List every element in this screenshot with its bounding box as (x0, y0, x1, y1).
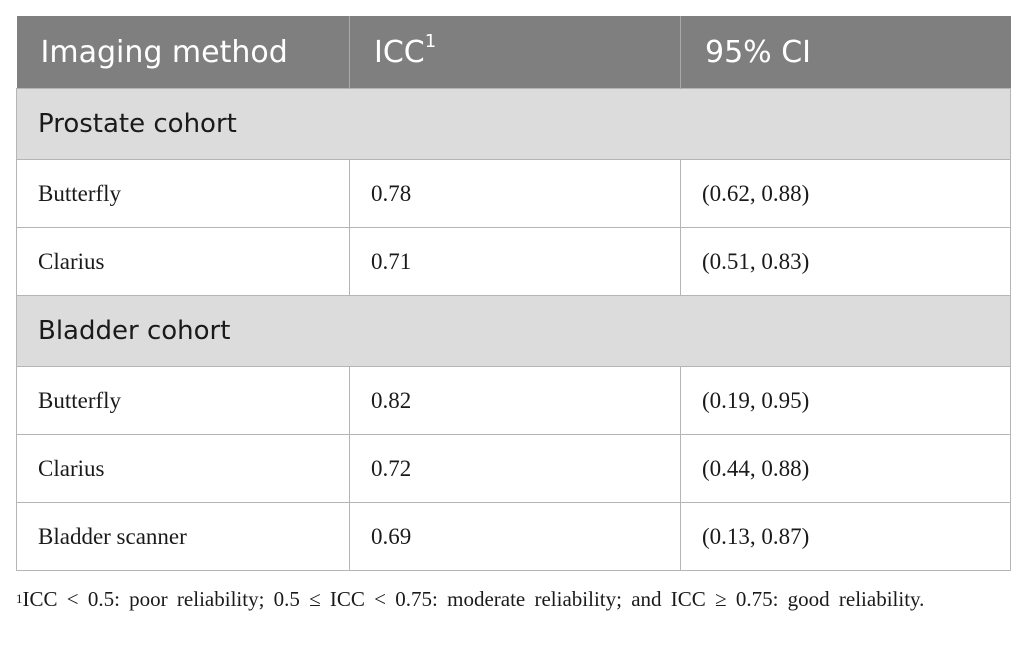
cell-ci: (0.13, 0.87) (680, 502, 1011, 571)
cell-ci: (0.51, 0.83) (680, 227, 1011, 296)
table-row: Butterfly 0.78 (0.62, 0.88) (16, 159, 1011, 228)
table-row: Clarius 0.72 (0.44, 0.88) (16, 434, 1011, 503)
group-title: Bladder cohort (16, 295, 1011, 367)
group-row-bladder: Bladder cohort (16, 295, 1011, 367)
icc-footnote-marker: 1 (424, 30, 437, 52)
cell-ci: (0.62, 0.88) (680, 159, 1011, 228)
table-header: Imaging method ICC1 95% CI (16, 16, 1011, 89)
group-title: Prostate cohort (16, 88, 1011, 160)
header-imaging-method: Imaging method (16, 16, 350, 89)
header-icc: ICC1 (349, 16, 681, 89)
results-table-container: Imaging method ICC1 95% CI Prostate coho… (16, 16, 1011, 571)
table-row: Clarius 0.71 (0.51, 0.83) (16, 227, 1011, 296)
cell-method: Butterfly (16, 159, 350, 228)
group-row-prostate: Prostate cohort (16, 88, 1011, 160)
footnote-text: ICC < 0.5: poor reliability; 0.5 ≤ ICC <… (22, 587, 925, 611)
cell-ci: (0.19, 0.95) (680, 366, 1011, 435)
cell-icc: 0.82 (349, 366, 681, 435)
table-row: Bladder scanner 0.69 (0.13, 0.87) (16, 502, 1011, 571)
icc-table: Imaging method ICC1 95% CI Prostate coho… (16, 16, 1011, 571)
cell-method: Clarius (16, 227, 350, 296)
cell-method: Bladder scanner (16, 502, 350, 571)
header-95-ci: 95% CI (680, 16, 1011, 89)
header-row: Imaging method ICC1 95% CI (16, 16, 1011, 89)
table-footnote: 1ICC < 0.5: poor reliability; 0.5 ≤ ICC … (16, 583, 1010, 618)
cell-method: Butterfly (16, 366, 350, 435)
footnote-marker: 1 (16, 591, 23, 606)
cell-icc: 0.71 (349, 227, 681, 296)
cell-icc: 0.72 (349, 434, 681, 503)
cell-ci: (0.44, 0.88) (680, 434, 1011, 503)
table-body: Prostate cohort Butterfly 0.78 (0.62, 0.… (16, 88, 1011, 571)
cell-icc: 0.78 (349, 159, 681, 228)
table-row: Butterfly 0.82 (0.19, 0.95) (16, 366, 1011, 435)
cell-method: Clarius (16, 434, 350, 503)
cell-icc: 0.69 (349, 502, 681, 571)
